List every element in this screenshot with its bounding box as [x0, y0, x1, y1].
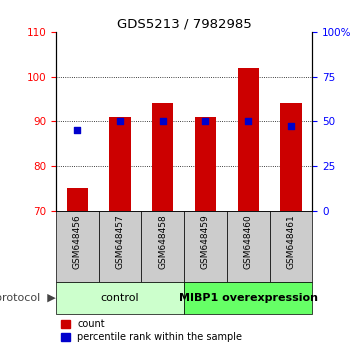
Bar — [99, 211, 142, 282]
Text: GSM648456: GSM648456 — [73, 214, 82, 269]
Bar — [184, 211, 227, 282]
Text: GSM648461: GSM648461 — [286, 214, 295, 269]
Title: GDS5213 / 7982985: GDS5213 / 7982985 — [117, 18, 252, 31]
Bar — [184, 282, 312, 314]
Point — [203, 118, 208, 124]
Point — [74, 127, 80, 133]
Point — [288, 123, 294, 129]
Point — [245, 118, 251, 124]
Text: GSM648459: GSM648459 — [201, 214, 210, 269]
Bar — [238, 68, 259, 211]
Bar — [142, 211, 184, 282]
Text: MIBP1 overexpression: MIBP1 overexpression — [179, 293, 318, 303]
Bar — [56, 211, 99, 282]
Point — [160, 118, 166, 124]
Bar — [152, 103, 173, 211]
Text: GSM648460: GSM648460 — [244, 214, 253, 269]
Text: protocol  ▶: protocol ▶ — [0, 293, 56, 303]
Bar — [109, 117, 131, 211]
Bar — [56, 282, 184, 314]
Text: GSM648458: GSM648458 — [158, 214, 167, 269]
Text: GSM648457: GSM648457 — [116, 214, 125, 269]
Bar — [227, 211, 270, 282]
Bar — [270, 211, 312, 282]
Text: control: control — [101, 293, 139, 303]
Legend: count, percentile rank within the sample: count, percentile rank within the sample — [61, 319, 242, 342]
Bar — [195, 117, 216, 211]
Point — [117, 118, 123, 124]
Bar — [280, 103, 301, 211]
Bar — [67, 188, 88, 211]
